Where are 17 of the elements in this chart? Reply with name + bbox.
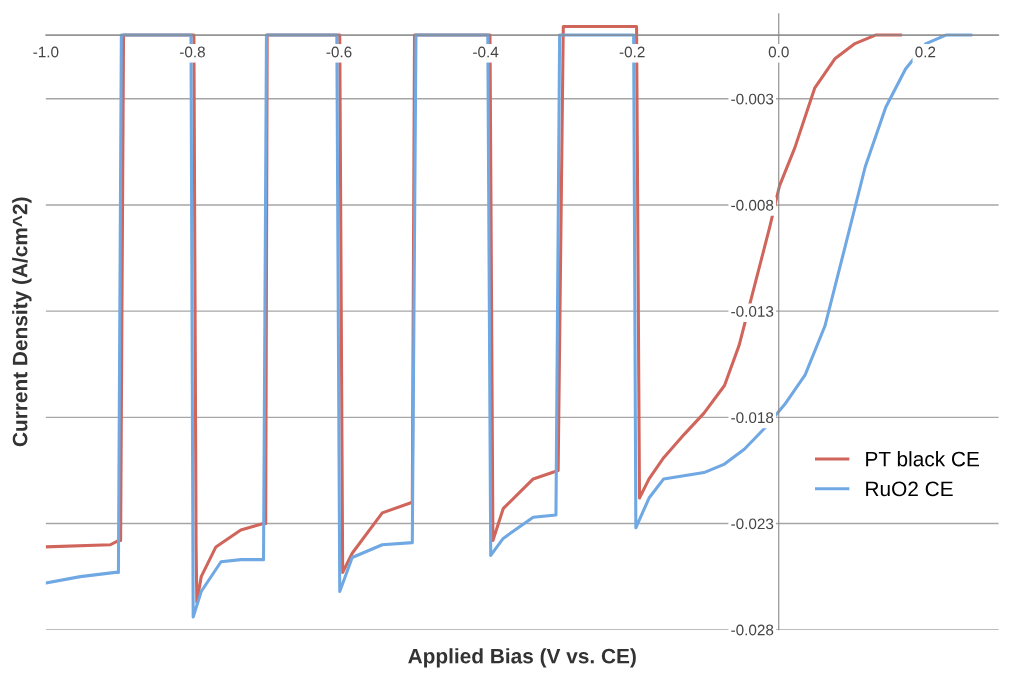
y-tick-label: -0.023 (731, 518, 774, 530)
legend-label: PT black CE (866, 451, 979, 467)
x-tick-label: -1.0 (33, 46, 59, 58)
x-tick-label: 0.0 (768, 46, 789, 58)
y-tick-label: -0.008 (731, 199, 774, 211)
y-tick-label: -0.013 (731, 306, 774, 317)
x-tick-label: 0.2 (915, 46, 936, 58)
x-axis-title: Applied Bias (V vs. CE) (408, 648, 636, 668)
y-tick-label: -0.028 (731, 624, 774, 636)
x-tick-label: -0.6 (326, 46, 352, 58)
y-tick-label: -0.018 (731, 412, 774, 424)
y-axis-title: Current Density (A/cm^2) (12, 197, 32, 447)
legend-label: RuO2 CE (866, 481, 953, 497)
y-tick-label: -0.003 (731, 93, 774, 105)
x-tick-label: -0.4 (473, 46, 499, 58)
x-tick-label: -0.2 (619, 46, 645, 58)
x-tick-label: -0.8 (179, 46, 205, 58)
